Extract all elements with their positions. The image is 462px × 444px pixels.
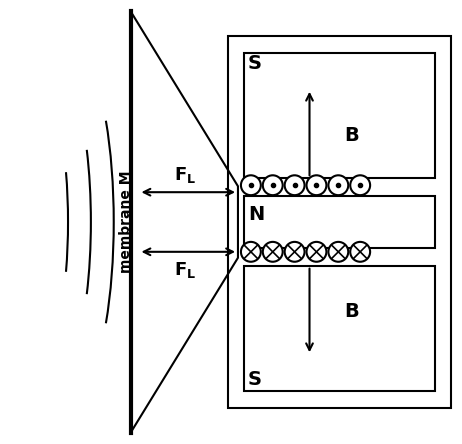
Text: S: S xyxy=(248,369,262,388)
Circle shape xyxy=(328,242,348,262)
Circle shape xyxy=(350,175,370,195)
Bar xyxy=(244,266,435,391)
Circle shape xyxy=(285,242,304,262)
Circle shape xyxy=(306,175,326,195)
Bar xyxy=(244,196,435,248)
Circle shape xyxy=(241,242,261,262)
Circle shape xyxy=(263,242,283,262)
Bar xyxy=(228,36,450,408)
Text: S: S xyxy=(248,53,262,72)
Text: $\mathbf{F_L}$: $\mathbf{F_L}$ xyxy=(174,165,196,185)
Text: $\mathbf{F_L}$: $\mathbf{F_L}$ xyxy=(174,260,196,280)
Circle shape xyxy=(285,175,304,195)
Text: N: N xyxy=(248,205,264,223)
Circle shape xyxy=(306,242,326,262)
Circle shape xyxy=(263,175,283,195)
Circle shape xyxy=(350,242,370,262)
Circle shape xyxy=(241,175,261,195)
Circle shape xyxy=(328,175,348,195)
Text: B: B xyxy=(344,302,359,321)
Bar xyxy=(244,53,435,178)
Text: membrane M: membrane M xyxy=(119,171,133,273)
Text: B: B xyxy=(344,126,359,145)
